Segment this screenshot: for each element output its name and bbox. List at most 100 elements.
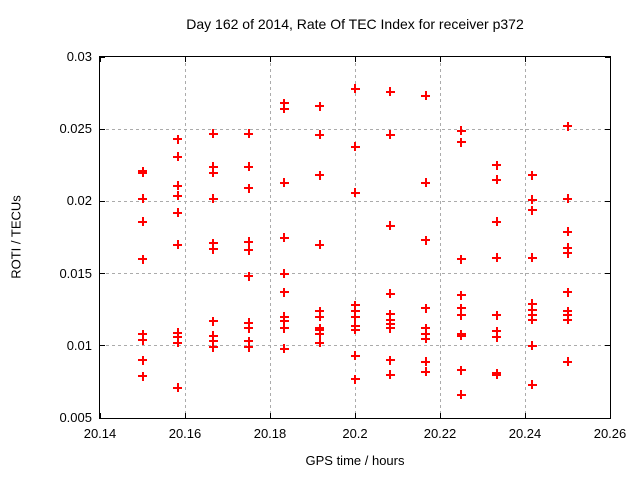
- y-tick-label: 0.015: [59, 265, 92, 281]
- data-point-marker: [350, 374, 360, 384]
- x-tick-mark-top: [99, 57, 101, 62]
- x-tick-mark-top: [609, 57, 611, 62]
- data-point-marker: [173, 152, 183, 162]
- data-point-marker: [279, 287, 289, 297]
- data-point-marker: [456, 365, 466, 375]
- y-tick-label: 0.02: [66, 193, 92, 209]
- x-tick-label: 20.14: [83, 426, 117, 441]
- x-tick-mark-bottom: [524, 413, 526, 418]
- grid-line-vertical: [439, 57, 441, 418]
- x-tick-label: 20.26: [593, 426, 627, 441]
- data-point-marker: [279, 269, 289, 279]
- data-point-marker: [315, 338, 325, 348]
- data-point-marker: [492, 175, 502, 185]
- y-tick-mark-left: [100, 56, 105, 58]
- y-tick-label: 0.03: [66, 49, 92, 64]
- data-point-marker: [456, 390, 466, 400]
- data-point-marker: [350, 84, 360, 94]
- data-point-marker: [208, 162, 218, 172]
- data-point-marker: [244, 245, 254, 255]
- data-point-marker: [279, 323, 289, 333]
- data-point-marker: [244, 162, 254, 172]
- x-tick-mark-bottom: [269, 413, 271, 418]
- data-point-marker: [315, 170, 325, 180]
- data-point-marker: [421, 303, 431, 313]
- x-tick-mark-bottom: [439, 413, 441, 418]
- y-tick-mark-right: [605, 56, 610, 58]
- data-point-marker: [315, 312, 325, 322]
- data-point-marker: [138, 355, 147, 365]
- data-point-marker: [527, 315, 537, 325]
- data-point-marker: [208, 238, 218, 248]
- data-point-marker: [492, 160, 502, 170]
- x-tick-label: 20.24: [508, 426, 542, 441]
- data-point-marker: [244, 129, 254, 139]
- data-point-marker: [385, 309, 395, 319]
- y-tick-label: 0.025: [59, 121, 92, 137]
- data-point-marker: [208, 342, 218, 352]
- data-point-marker: [527, 205, 537, 215]
- data-point-marker: [563, 121, 572, 131]
- data-point-marker: [208, 194, 218, 203]
- data-point-marker: [527, 305, 537, 315]
- data-point-marker: [385, 87, 395, 97]
- y-tick-mark-left: [100, 417, 105, 419]
- grid-line-horizontal: [100, 273, 610, 275]
- data-point-marker: [421, 235, 431, 245]
- data-point-marker: [208, 129, 218, 139]
- data-point-marker: [421, 91, 431, 101]
- data-point-marker: [244, 237, 254, 247]
- data-point-marker: [385, 289, 395, 299]
- data-point-marker: [563, 227, 572, 237]
- data-point-marker: [456, 137, 466, 147]
- data-point-marker: [279, 104, 289, 114]
- x-tick-mark-top: [269, 57, 271, 62]
- grid-line-vertical: [524, 57, 526, 418]
- data-point-marker: [385, 323, 395, 333]
- data-point-marker: [385, 370, 395, 380]
- data-point-marker: [138, 217, 147, 227]
- data-point-marker: [421, 178, 431, 188]
- data-point-marker: [244, 183, 254, 193]
- data-point-marker: [279, 316, 289, 326]
- y-tick-label: 0.01: [66, 337, 92, 353]
- data-point-marker: [421, 334, 431, 344]
- data-point-marker: [421, 323, 431, 333]
- x-tick-mark-top: [439, 57, 441, 62]
- grid-line-horizontal: [100, 200, 610, 202]
- y-tick-mark-right: [605, 128, 610, 130]
- data-point-marker: [315, 130, 325, 140]
- data-point-marker: [244, 323, 254, 333]
- x-tick-mark-top: [524, 57, 526, 62]
- x-tick-mark-bottom: [609, 413, 611, 418]
- x-tick-mark-top: [354, 57, 356, 62]
- x-tick-label: 20.18: [253, 426, 287, 441]
- y-tick-mark-left: [100, 200, 105, 202]
- data-point-marker: [138, 194, 147, 203]
- data-point-marker: [315, 329, 325, 339]
- data-point-marker: [173, 332, 183, 342]
- data-point-marker: [563, 248, 572, 258]
- data-point-marker: [244, 318, 254, 328]
- grid-line-vertical: [354, 57, 356, 418]
- y-tick-mark-left: [100, 128, 105, 130]
- data-point-marker: [563, 357, 572, 367]
- plot-area: [99, 56, 611, 419]
- data-point-marker: [350, 351, 360, 361]
- data-point-marker: [563, 315, 572, 325]
- data-point-marker: [527, 380, 537, 390]
- x-tick-mark-bottom: [184, 413, 186, 418]
- data-point-marker: [208, 244, 218, 254]
- data-point-marker: [244, 342, 254, 352]
- data-point-marker: [279, 98, 289, 108]
- y-tick-label: 0.005: [59, 410, 92, 425]
- x-axis-label: GPS time / hours: [305, 453, 405, 468]
- data-point-marker: [527, 253, 537, 263]
- data-point-marker: [527, 299, 537, 309]
- data-point-marker: [456, 290, 466, 300]
- data-point-marker: [456, 303, 466, 313]
- data-point-marker: [279, 344, 289, 354]
- x-tick-label: 20.16: [168, 426, 202, 441]
- data-point-marker: [138, 329, 147, 339]
- data-point-marker: [456, 254, 466, 264]
